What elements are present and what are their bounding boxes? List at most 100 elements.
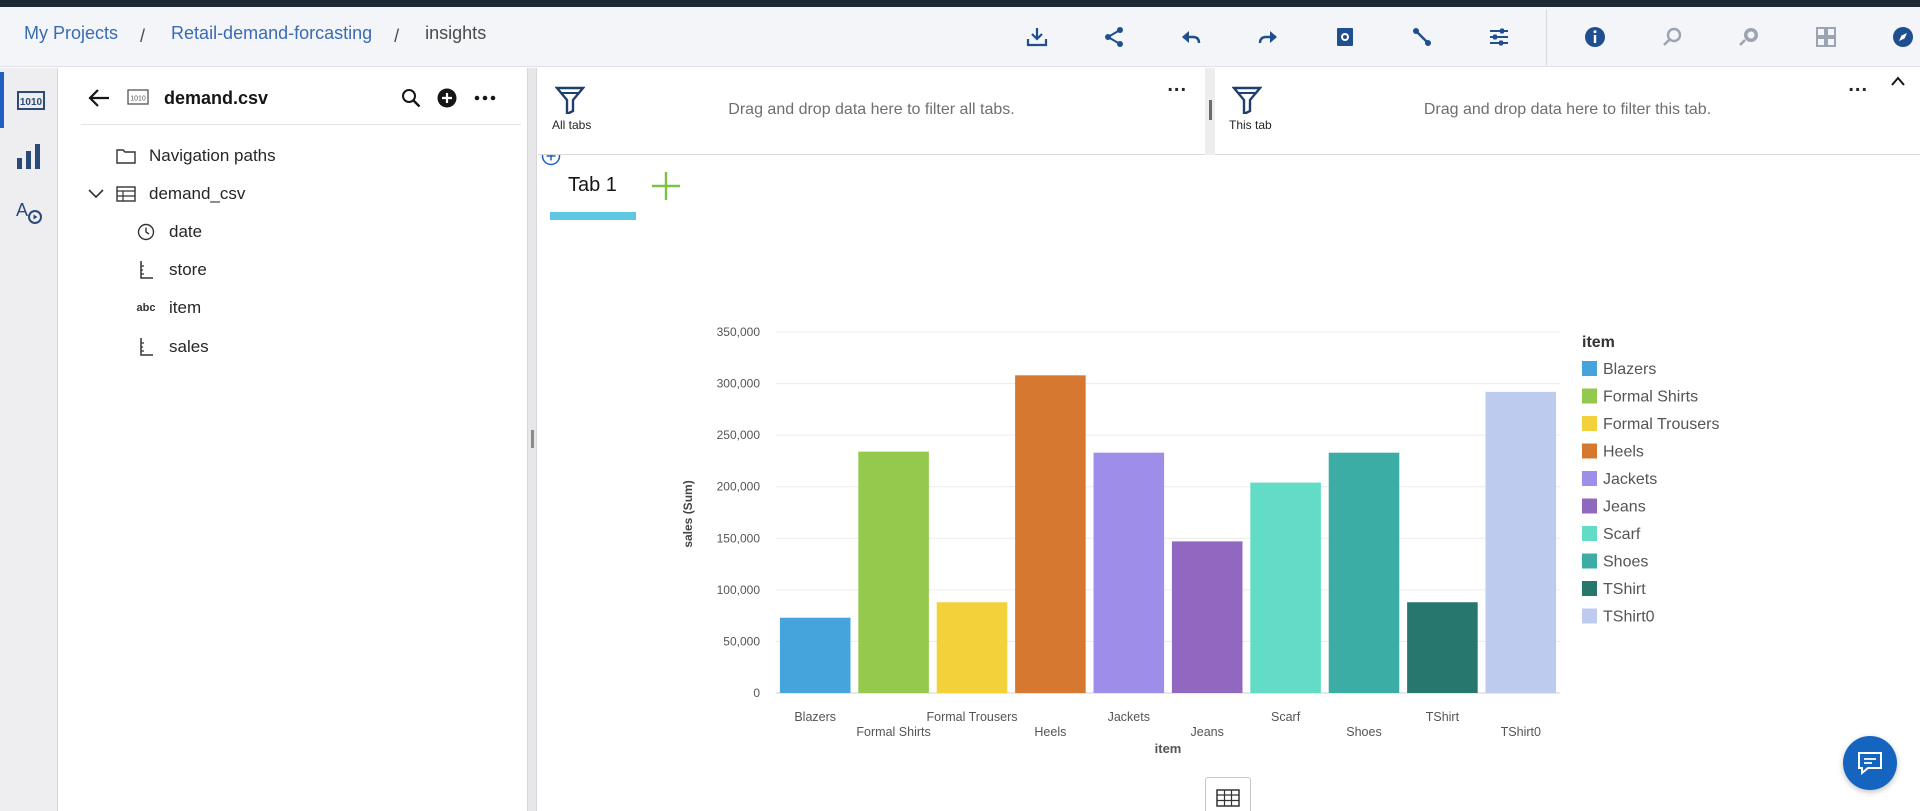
bar xyxy=(1328,452,1400,693)
more-options-button[interactable] xyxy=(469,82,501,114)
filter-divider[interactable] xyxy=(1205,68,1215,155)
visualizations-button[interactable] xyxy=(0,128,58,184)
x-tick-label: Jeans xyxy=(1191,725,1224,739)
data-panel: 1010 demand.csv Navigation paths demand_… xyxy=(59,68,561,811)
all-tabs-hint: Drag and drop data here to filter all ta… xyxy=(728,101,1015,118)
add-data-button[interactable] xyxy=(431,82,463,114)
table-icon xyxy=(111,186,141,202)
text-play-icon: A xyxy=(16,200,42,224)
chat-icon xyxy=(1858,752,1882,775)
all-tabs-filter-zone[interactable]: All tabs Drag and drop data here to filt… xyxy=(538,68,1205,155)
legend-swatch xyxy=(1582,553,1597,569)
legend-label: Scarf xyxy=(1603,526,1641,543)
x-tick-label: TShirt0 xyxy=(1501,725,1541,739)
clock-icon xyxy=(131,223,161,241)
info-button[interactable] xyxy=(1556,7,1633,67)
x-tick-label: TShirt xyxy=(1426,710,1460,724)
table-name: demand_csv xyxy=(149,184,246,203)
dashboard-button[interactable] xyxy=(1787,7,1864,67)
back-button[interactable] xyxy=(81,83,117,113)
legend-label: TShirt0 xyxy=(1603,609,1655,626)
x-tick-label: Shoes xyxy=(1346,725,1381,739)
compass-button[interactable] xyxy=(1864,7,1920,67)
assistant-rail-button[interactable]: A xyxy=(0,184,58,240)
bar xyxy=(858,451,929,693)
search-icon xyxy=(402,89,421,108)
table-icon xyxy=(1216,788,1240,807)
data-binary-icon: 1010 xyxy=(17,91,45,110)
x-tick-label: Blazers xyxy=(794,710,836,724)
legend-swatch xyxy=(1582,498,1597,514)
bar-chart-icon xyxy=(17,144,40,169)
field-item-store[interactable]: store xyxy=(131,252,207,288)
field-item-item[interactable]: abc item xyxy=(131,290,202,326)
tab-1[interactable]: Tab 1 xyxy=(550,168,636,220)
active-tab-indicator xyxy=(550,212,636,220)
data-file-name: demand.csv xyxy=(164,88,269,108)
legend-swatch xyxy=(1582,388,1597,404)
settings-button[interactable] xyxy=(1460,7,1537,67)
chevron-down-icon[interactable] xyxy=(85,189,107,199)
filter-divider-grip[interactable] xyxy=(1209,100,1212,120)
measure-icon xyxy=(131,337,161,357)
table-item-demand-csv[interactable]: demand_csv xyxy=(85,176,245,212)
splitter-grip[interactable] xyxy=(531,430,534,448)
folder-icon xyxy=(111,148,141,164)
bar xyxy=(1171,541,1243,693)
assistant-icon xyxy=(1738,28,1758,46)
this-tab-more-button[interactable]: ... xyxy=(1848,74,1868,96)
bar xyxy=(1250,482,1321,693)
info-icon xyxy=(1584,27,1605,47)
breadcrumb-project[interactable]: Retail-demand-forcasting xyxy=(171,23,373,43)
x-axis-title: item xyxy=(1155,741,1182,756)
assistant-button[interactable] xyxy=(1710,7,1787,67)
data-panel-header: 1010 demand.csv xyxy=(81,68,521,125)
field-item-sales[interactable]: sales xyxy=(131,329,209,365)
plus-icon xyxy=(652,172,680,200)
y-tick-label: 250,000 xyxy=(717,428,761,442)
legend-swatch xyxy=(1582,526,1597,541)
this-tab-filter-zone[interactable]: This tab Drag and drop data here to filt… xyxy=(1215,68,1920,155)
all-tabs-more-button[interactable]: ... xyxy=(1167,74,1187,96)
snapshot-button[interactable] xyxy=(1306,7,1383,67)
show-data-table-button[interactable] xyxy=(1205,777,1251,811)
redo-button[interactable] xyxy=(1229,7,1306,67)
breadcrumb-current: insights xyxy=(425,23,487,43)
legend-label: TShirt xyxy=(1603,581,1646,598)
legend-label: Blazers xyxy=(1603,361,1656,378)
field-name: store xyxy=(169,260,207,279)
add-circle-icon xyxy=(437,88,457,108)
panel-splitter[interactable] xyxy=(527,68,537,811)
navigation-paths-item[interactable]: Navigation paths xyxy=(111,138,561,174)
bar xyxy=(1407,602,1478,693)
legend-swatch xyxy=(1582,416,1597,431)
field-item-date[interactable]: date xyxy=(131,214,202,250)
chat-button[interactable] xyxy=(1843,736,1897,790)
breadcrumb-my-projects[interactable]: My Projects xyxy=(24,23,119,43)
dashboard-icon xyxy=(1815,27,1836,47)
legend-label: Formal Trousers xyxy=(1603,416,1719,433)
this-tab-hint: Drag and drop data here to filter this t… xyxy=(1423,101,1712,118)
collapse-filters-button[interactable] xyxy=(1890,74,1906,92)
svg-text:A: A xyxy=(16,200,28,220)
download-button[interactable] xyxy=(998,7,1075,67)
relationships-button[interactable] xyxy=(1383,7,1460,67)
legend-swatch xyxy=(1582,443,1597,459)
share-button[interactable] xyxy=(1075,7,1152,67)
overflow-menu-icon xyxy=(474,95,496,101)
tab-label: Tab 1 xyxy=(568,174,617,196)
data-sources-button[interactable]: 1010 xyxy=(0,72,58,128)
y-tick-label: 150,000 xyxy=(717,531,761,545)
arrow-left-icon xyxy=(88,89,109,107)
bar xyxy=(1093,452,1165,693)
chevron-up-icon xyxy=(1891,76,1905,86)
undo-icon xyxy=(1181,31,1200,44)
breadcrumb: My Projects / Retail-demand-forcasting /… xyxy=(24,23,487,46)
undo-button[interactable] xyxy=(1152,7,1229,67)
compass-icon xyxy=(1892,27,1913,47)
explore-button[interactable] xyxy=(1633,7,1710,67)
search-button[interactable] xyxy=(395,82,427,114)
legend-label: Heels xyxy=(1603,444,1644,461)
add-tab-button[interactable] xyxy=(646,166,686,206)
filter-icon xyxy=(1227,86,1267,119)
